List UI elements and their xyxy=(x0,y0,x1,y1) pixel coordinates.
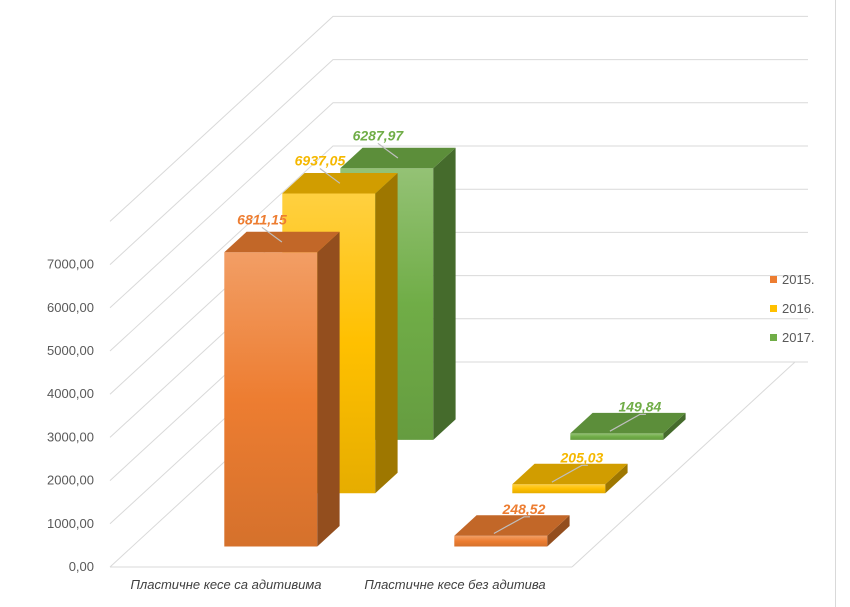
bar-2015-1 xyxy=(454,515,570,547)
y-tick-label: 4000,00 xyxy=(47,386,94,401)
data-label-leader xyxy=(261,226,283,243)
bar-side-face xyxy=(317,231,340,547)
y-tick-label: 7000,00 xyxy=(47,257,94,272)
legend-swatch xyxy=(770,334,777,341)
gridline xyxy=(109,318,808,525)
x-category-label: Пластичне кесе са адитивима xyxy=(130,577,321,592)
legend-label: 2016. xyxy=(782,301,815,316)
gridline xyxy=(109,188,808,395)
y-tick-label: 0,00 xyxy=(69,559,94,574)
gridline xyxy=(109,145,808,352)
data-label-leader xyxy=(493,516,530,535)
legend-label: 2015. xyxy=(782,272,815,287)
bar-front-face xyxy=(512,484,606,494)
data-label: 205,03 xyxy=(560,449,604,465)
x-category-label: Пластичне кесе без адитива xyxy=(364,577,545,592)
gridline xyxy=(109,59,808,265)
data-label: 6811,15 xyxy=(237,211,287,227)
data-label: 6937,05 xyxy=(295,153,346,169)
data-labels: 6287,97 149,84 6937,05 205,03 6811,15 248,52 xyxy=(237,127,662,535)
bars xyxy=(224,147,686,547)
bar-front-face xyxy=(454,535,548,547)
bar-side-face xyxy=(375,173,398,494)
floor-side-edge xyxy=(571,361,796,568)
bar-side-face xyxy=(433,147,456,440)
y-tick-label: 1000,00 xyxy=(47,516,94,531)
y-tick-label: 2000,00 xyxy=(47,473,94,488)
data-label-leader xyxy=(551,464,588,483)
bar-side-face xyxy=(663,412,686,440)
bar-top-face xyxy=(282,173,398,194)
legend-swatch xyxy=(770,276,777,283)
data-label: 149,84 xyxy=(618,398,661,414)
bar-2015-0 xyxy=(224,231,340,547)
bar-top-face xyxy=(340,147,456,169)
data-label-leader xyxy=(377,142,399,159)
bar-side-face xyxy=(605,463,628,494)
x-axis: Пластичне кесе са адитивима Пластичне кес… xyxy=(130,577,545,592)
y-tick-label: 3000,00 xyxy=(47,429,94,444)
y-tick-label: 5000,00 xyxy=(47,343,94,358)
legend-swatch xyxy=(770,305,777,312)
legend-label: 2017. xyxy=(782,330,815,345)
bar-2017-1 xyxy=(570,412,686,440)
bar-top-face xyxy=(512,463,628,485)
legend: 2015. 2016. 2017. xyxy=(770,272,815,345)
gridlines xyxy=(109,15,808,568)
bar-front-face xyxy=(570,433,664,440)
gridline xyxy=(109,102,808,309)
y-axis: 0,00 1000,00 2000,00 3000,00 4000,00 5000,00 6… xyxy=(47,257,94,574)
gridline xyxy=(109,231,808,438)
bar-front-face xyxy=(224,252,318,547)
gridline xyxy=(109,15,808,222)
bar-side-face xyxy=(547,515,570,547)
chart-border xyxy=(835,0,836,607)
bar-top-face xyxy=(570,412,686,434)
bar-top-face xyxy=(224,231,340,253)
data-label-leader xyxy=(319,168,341,184)
gridline xyxy=(109,275,808,481)
y-tick-label: 6000,00 xyxy=(47,300,94,315)
data-label: 248,52 xyxy=(502,501,546,517)
data-label: 6287,97 xyxy=(353,127,405,143)
bar-top-face xyxy=(454,515,570,536)
bar-2016-1 xyxy=(512,463,628,494)
data-label-leader xyxy=(609,413,646,432)
